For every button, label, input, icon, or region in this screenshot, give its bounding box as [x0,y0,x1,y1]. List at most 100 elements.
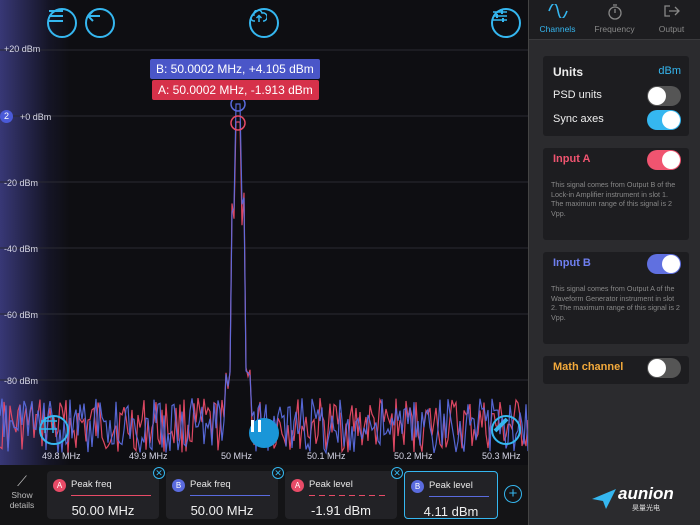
input-a-toggle[interactable] [647,150,681,170]
measurement-card[interactable]: B Peak freq ✕ 50.00 MHz [166,467,284,519]
units-row[interactable]: Units dBm [543,60,689,84]
cursor-b-readout[interactable]: B: 50.0002 MHz, +4.105 dBm [150,59,320,79]
x-tick-label: 50.2 MHz [394,451,433,461]
crosshair-icon [41,417,57,433]
tab-label: Channels [539,24,576,34]
add-measurement-button[interactable]: + [504,485,522,503]
tab-label: Frequency [594,24,635,34]
input-a-title: Input A [553,153,591,165]
tab-label: Output [658,24,685,34]
pause-icon [251,420,261,432]
measurement-value: 50.00 MHz [190,503,254,518]
ruler-icon [493,417,509,433]
x-tick-label: 50.1 MHz [307,451,346,461]
input-b-description: This signal comes from Output A of the W… [551,284,680,322]
output-icon [643,4,700,24]
y-tick-label: -60 dBm [4,310,39,320]
input-a-description: This signal comes from Output B of the L… [551,180,676,218]
sine-wave-icon [529,2,586,24]
units-card: Units dBm PSD units Sync axes [543,56,689,136]
sync-axes-label: Sync axes [553,113,604,125]
cursor-a-marker [230,115,246,131]
measurement-value: 50.00 MHz [71,503,135,518]
close-icon[interactable]: ✕ [391,467,403,479]
input-b-title: Input B [553,257,591,269]
stopwatch-icon [586,4,643,24]
ruler-button[interactable] [491,415,521,445]
aunion-logo: aunion 昊量光电 [590,484,674,513]
math-channel-card: Math channel [543,356,689,384]
trace-line-b [190,495,270,496]
spectrum-traces [0,49,528,455]
math-channel-title: Math channel [553,361,624,373]
tab-frequency[interactable]: Frequency [586,0,643,39]
measurement-label: Peak freq [71,479,112,490]
x-tick-label: 50 MHz [221,451,253,461]
input-b-card: Input B This signal comes from Output A … [543,252,689,344]
cloud-upload-icon [251,10,267,22]
channel-a-badge: A [53,479,66,492]
measurement-card[interactable]: A Peak freq ✕ 50.00 MHz [47,467,165,519]
x-tick-label: 50.3 MHz [482,451,521,461]
y-tick-label: -20 dBm [4,178,39,188]
measurement-label: Peak freq [190,479,231,490]
cursor-a-readout[interactable]: A: 50.0002 MHz, -1.913 dBm [152,80,319,100]
measurement-card[interactable]: B Peak level 4.11 dBm [404,471,498,519]
measurement-card[interactable]: A Peak level ✕ -1.91 dBm [285,467,403,519]
trace-line-a [71,495,151,496]
logo-subtext: 昊量光电 [632,505,660,512]
channel-marker[interactable]: 2 [0,110,13,123]
sync-axes-row: Sync axes [543,108,689,132]
back-button[interactable] [85,8,115,38]
y-tick-label: -40 dBm [4,244,39,254]
psd-units-label: PSD units [553,89,602,101]
units-label: Units [553,65,583,79]
y-tick-label: -80 dBm [4,376,39,386]
logo-mark-icon [592,488,616,509]
tab-output[interactable]: Output [643,0,700,39]
panel-tabs: Channels Frequency Output [529,0,700,40]
psd-units-toggle[interactable] [647,86,681,106]
input-a-row: Input A [543,148,689,176]
show-details-label: Show details [9,490,35,510]
measurement-value: -1.91 dBm [311,503,371,518]
math-channel-row: Math channel [543,356,689,384]
measurement-label: Peak level [309,479,353,490]
y-tick-label: +20 dBm [4,44,41,54]
settings-button[interactable] [491,8,521,38]
channel-a-badge: A [291,479,304,492]
tab-channels[interactable]: Channels [529,0,586,39]
menu-button[interactable] [47,8,77,38]
menu-icon [49,10,63,22]
logo-text: aunion [618,484,674,503]
y-tick-label: +0 dBm [20,112,52,122]
show-details-button[interactable]: ⟋ Show details [0,465,44,525]
sync-axes-toggle[interactable] [647,110,681,130]
psd-units-row: PSD units [543,84,689,108]
trace-line-b [429,496,489,497]
spectrum-trace [0,103,528,455]
close-icon[interactable]: ✕ [153,467,165,479]
spectrum-plot[interactable]: +20 dBm +0 dBm -20 dBm -40 dBm -60 dBm -… [0,0,528,465]
sliders-icon [493,10,507,22]
input-b-row: Input B [543,252,689,280]
trend-icon: ⟋ [17,473,27,489]
input-b-toggle[interactable] [647,254,681,274]
plot-gradient [0,0,70,465]
crosshair-button[interactable] [39,415,69,445]
trace-line-a [309,495,389,496]
measurements-bar: ⟋ Show details A Peak freq ✕ 50.00 MHz B… [0,465,528,525]
channel-b-badge: B [172,479,185,492]
units-value[interactable]: dBm [658,65,681,77]
math-channel-toggle[interactable] [647,358,681,378]
x-tick-label: 49.8 MHz [42,451,81,461]
back-arrow-icon [87,10,100,22]
close-icon[interactable]: ✕ [272,467,284,479]
input-a-card: Input A This signal comes from Output B … [543,148,689,240]
settings-panel: Channels Frequency Output Units dBm PSD … [528,0,700,525]
pause-button[interactable] [249,418,279,448]
channel-b-badge: B [411,480,424,493]
x-tick-label: 49.9 MHz [129,451,168,461]
measurement-label: Peak level [429,480,473,491]
cloud-upload-button[interactable] [249,8,279,38]
